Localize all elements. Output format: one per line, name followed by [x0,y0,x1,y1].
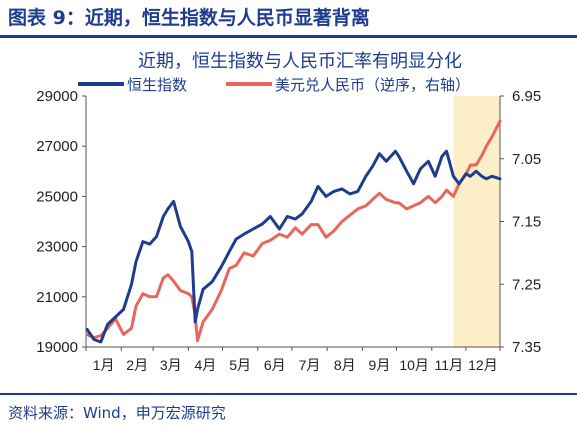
x-tick-label: 6月 [264,357,286,373]
x-tick-label: 8月 [334,357,356,373]
axes [82,95,504,351]
y-right-tick-label: 7.15 [512,214,541,231]
x-tick-label: 9月 [369,357,391,373]
x-tick-label: 10月 [399,357,429,373]
y-right-tick-label: 7.35 [512,339,541,356]
x-tick-label: 1月 [93,357,115,373]
x-tick-label: 12月 [468,357,498,373]
title-rule [0,35,577,38]
legend: 恒生指数 美元兑人民币（逆序，右轴） [78,77,470,94]
source-note: 资料来源：Wind，申万宏源研究 [8,404,226,422]
chart-title: 近期，恒生指数与人民币汇率有明显分化 [138,51,462,71]
x-tick-label: 5月 [229,357,251,373]
y-left-tick-label: 29000 [36,88,78,105]
legend-label-hsi: 恒生指数 [127,77,187,94]
x-tick-label: 11月 [435,357,464,373]
x-tick-label: 3月 [160,357,182,373]
plot-lines [85,119,502,344]
x-tick-label: 2月 [126,357,148,373]
y-left-tick-label: 21000 [36,289,78,306]
y-left-tick-label: 19000 [36,339,78,356]
legend-label-cny: 美元兑人民币（逆序，右轴） [275,77,470,94]
x-tick-label: 7月 [299,357,321,373]
hsi-line [85,149,502,344]
y-right-tick-label: 6.95 [512,88,541,105]
y-left-tick-label: 27000 [36,138,78,155]
figure-label: 图表 9：近期，恒生指数与人民币显著背离 [8,7,370,29]
y-right-tick-label: 7.25 [512,276,541,293]
cny-line [85,119,502,343]
y-left-tick-label: 23000 [36,239,78,256]
x-tick-label: 4月 [195,357,217,373]
y-right-tick-label: 7.05 [512,151,541,168]
tick-labels: 29000 27000 25000 23000 21000 19000 6.95 7.05 7.… [36,88,541,373]
y-left-tick-label: 25000 [36,188,78,205]
source-rule [0,393,577,395]
